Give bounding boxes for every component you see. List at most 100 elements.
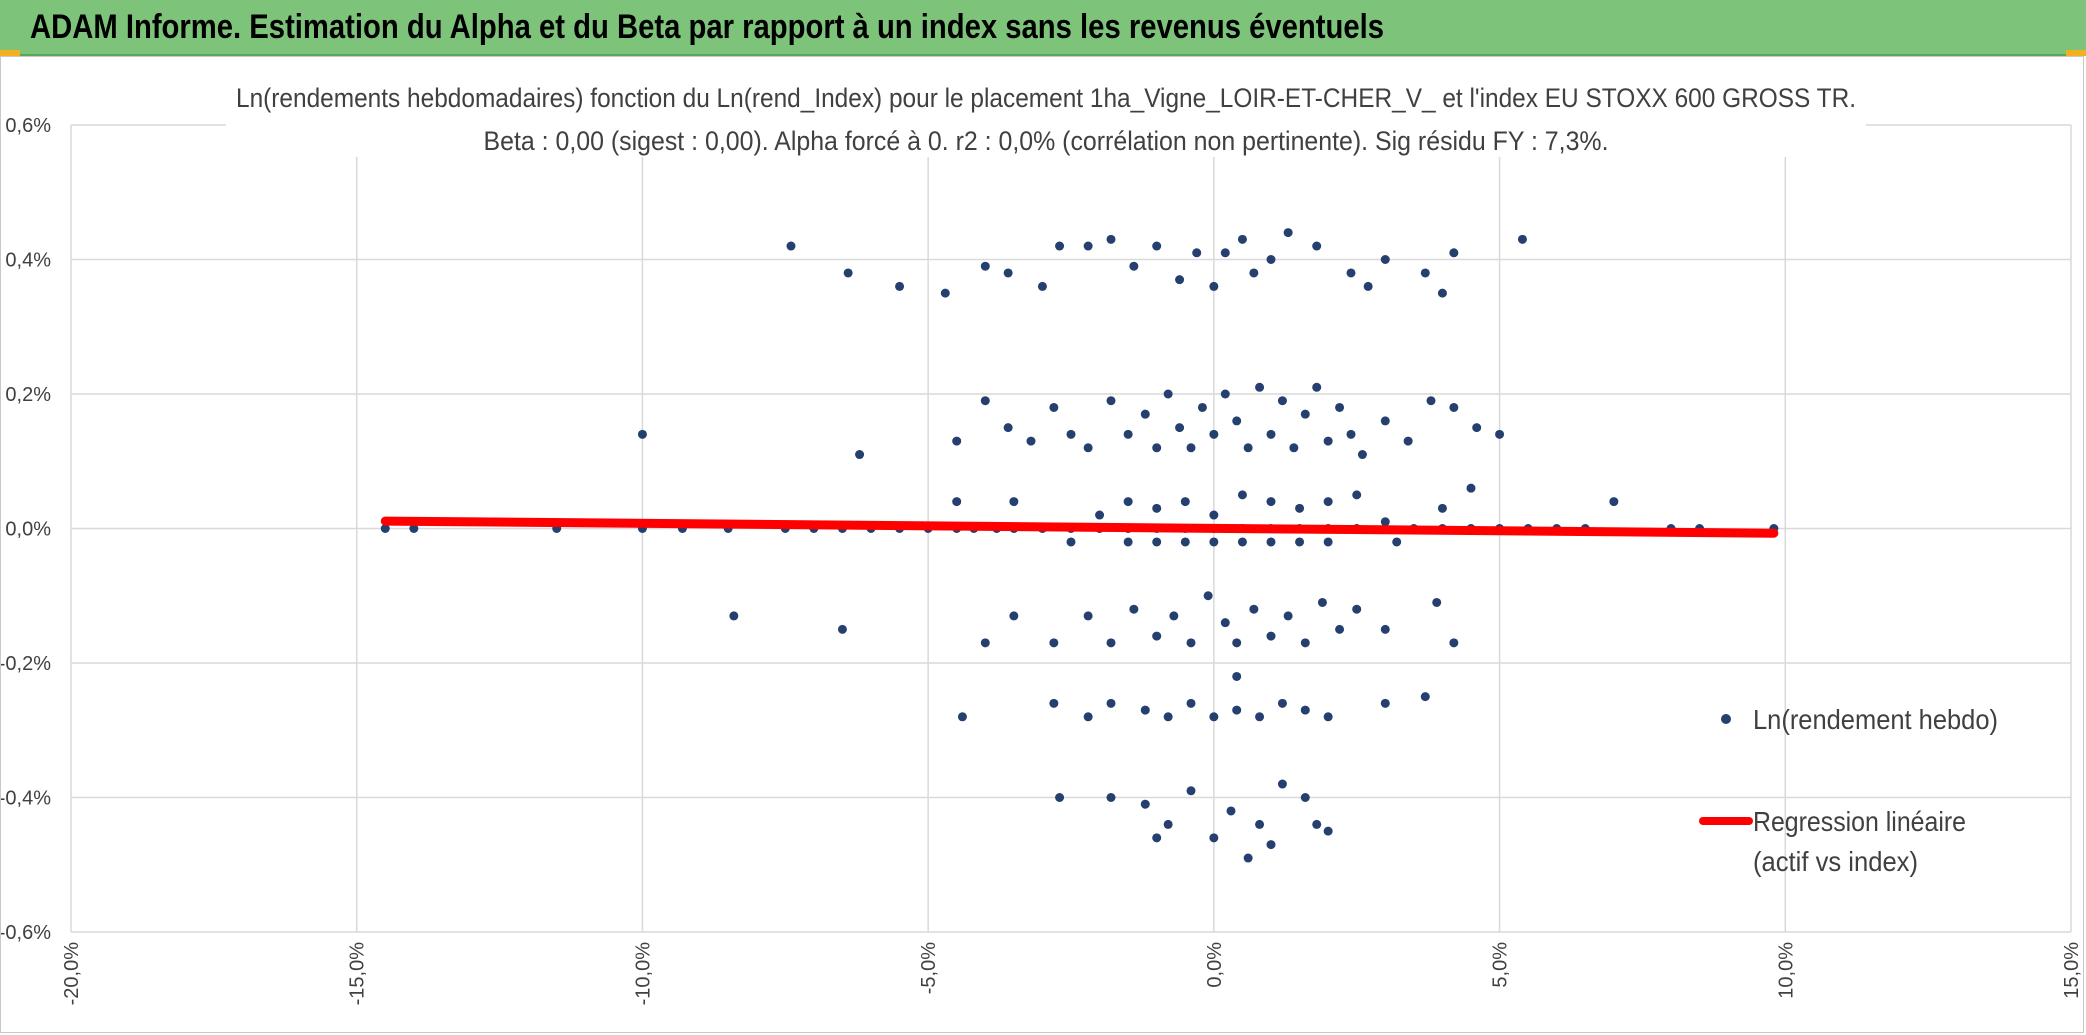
data-point-184 [1266, 840, 1276, 850]
data-point-109 [1180, 497, 1190, 507]
data-point-89 [1266, 429, 1276, 439]
data-point-63 [1420, 268, 1430, 278]
data-point-93 [1312, 382, 1322, 392]
title-background [226, 87, 1866, 157]
legend-label-points: Ln(rendement hebdo) [1753, 704, 1998, 735]
data-point-57 [1266, 255, 1276, 264]
data-point-151 [1380, 624, 1390, 634]
data-point-69 [952, 436, 962, 446]
chart-area: Ln(rendements hebdomadaires) fonction du… [0, 56, 2084, 1033]
data-point-159 [1163, 712, 1173, 722]
data-point-138 [1152, 631, 1162, 641]
data-point-58 [1283, 228, 1293, 238]
data-point-48 [1106, 234, 1116, 244]
data-point-49 [1129, 261, 1139, 271]
data-point-183 [1152, 833, 1162, 843]
regression-line [380, 516, 1779, 538]
data-point-79 [1152, 443, 1162, 453]
data-point-152 [1432, 597, 1442, 607]
data-point-44 [1003, 268, 1013, 278]
data-point-131 [837, 624, 847, 634]
data-point-122 [1152, 537, 1162, 547]
data-point-135 [1083, 611, 1093, 621]
data-point-116 [1380, 517, 1390, 527]
data-point-121 [1123, 537, 1133, 547]
legend-label-regression-2: (actif vs index) [1753, 846, 1918, 877]
y-tick-label-2: -0,2% [1, 653, 51, 675]
data-point-124 [1209, 537, 1219, 547]
data-point-169 [1232, 671, 1242, 681]
data-point-46 [1055, 241, 1065, 251]
data-point-172 [1140, 799, 1150, 809]
data-point-65 [1449, 248, 1459, 258]
chart-title-line1: Ln(rendements hebdomadaires) fonction du… [236, 83, 1856, 113]
data-point-171 [1106, 793, 1116, 802]
data-point-117 [1437, 503, 1447, 513]
data-point-167 [1380, 698, 1390, 708]
data-point-77 [1123, 429, 1133, 439]
x-tick-label-4: 0,0% [1204, 942, 1226, 988]
data-point-54 [1220, 248, 1230, 258]
data-point-42 [940, 288, 950, 298]
data-point-55 [1237, 234, 1247, 244]
data-point-74 [1066, 429, 1076, 439]
data-point-164 [1277, 698, 1287, 708]
data-point-133 [1009, 611, 1019, 621]
data-point-144 [1249, 604, 1259, 614]
y-tick-label-0: -0,6% [1, 922, 51, 944]
data-point-154 [957, 712, 967, 722]
data-point-153 [1449, 638, 1459, 648]
data-point-45 [1037, 281, 1047, 291]
data-point-137 [1129, 604, 1139, 614]
data-point-86 [1232, 416, 1242, 426]
data-point-160 [1186, 698, 1196, 708]
data-point-78 [1140, 409, 1150, 419]
data-point-66 [1517, 234, 1527, 244]
data-point-145 [1266, 631, 1276, 641]
data-point-127 [1295, 537, 1305, 547]
x-tick-label-5: 5,0% [1490, 942, 1512, 988]
data-point-143 [1232, 638, 1242, 648]
data-point-81 [1175, 423, 1185, 433]
data-point-51 [1175, 275, 1185, 285]
y-tick-label-1: -0,4% [1, 788, 51, 810]
data-point-125 [1237, 537, 1247, 547]
data-point-128 [1323, 537, 1333, 547]
data-point-0 [380, 524, 390, 533]
data-point-168 [1420, 692, 1430, 702]
data-point-102 [1472, 423, 1482, 433]
data-point-101 [1449, 402, 1459, 412]
data-point-119 [1609, 497, 1619, 507]
data-point-114 [1323, 497, 1333, 507]
data-point-43 [980, 261, 990, 271]
data-point-59 [1312, 241, 1322, 251]
data-point-155 [1049, 698, 1059, 708]
data-point-39 [786, 241, 796, 251]
data-point-70 [980, 396, 990, 406]
data-point-108 [1152, 503, 1162, 513]
data-point-56 [1249, 268, 1259, 278]
data-point-161 [1209, 712, 1219, 722]
data-point-64 [1437, 288, 1447, 298]
series-points [380, 228, 1779, 863]
data-point-41 [895, 281, 905, 291]
data-point-94 [1323, 436, 1333, 446]
data-point-53 [1209, 281, 1219, 291]
data-point-134 [1049, 638, 1059, 648]
legend-marker-points [1721, 714, 1731, 724]
x-tick-label-7: 15,0% [2061, 942, 2083, 999]
data-point-1 [409, 524, 419, 533]
data-point-177 [1243, 853, 1253, 863]
x-tick-label-0: -20,0% [61, 942, 83, 1006]
data-point-92 [1300, 409, 1310, 419]
data-point-80 [1163, 389, 1173, 399]
data-point-149 [1335, 624, 1345, 634]
data-point-97 [1357, 450, 1367, 460]
data-point-156 [1083, 712, 1093, 722]
data-point-140 [1186, 638, 1196, 648]
data-point-158 [1140, 705, 1150, 715]
data-point-111 [1237, 490, 1247, 500]
data-point-141 [1203, 591, 1213, 601]
data-point-40 [843, 268, 853, 278]
data-point-130 [729, 611, 739, 621]
